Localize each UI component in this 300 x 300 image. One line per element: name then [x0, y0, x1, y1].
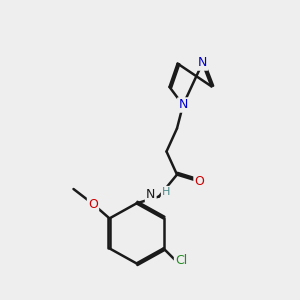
Text: N: N: [198, 56, 207, 70]
Text: Cl: Cl: [175, 254, 187, 267]
Text: N: N: [178, 98, 188, 112]
Text: N: N: [146, 188, 155, 202]
Text: O: O: [88, 197, 98, 211]
Text: H: H: [162, 187, 170, 197]
Text: O: O: [195, 175, 204, 188]
